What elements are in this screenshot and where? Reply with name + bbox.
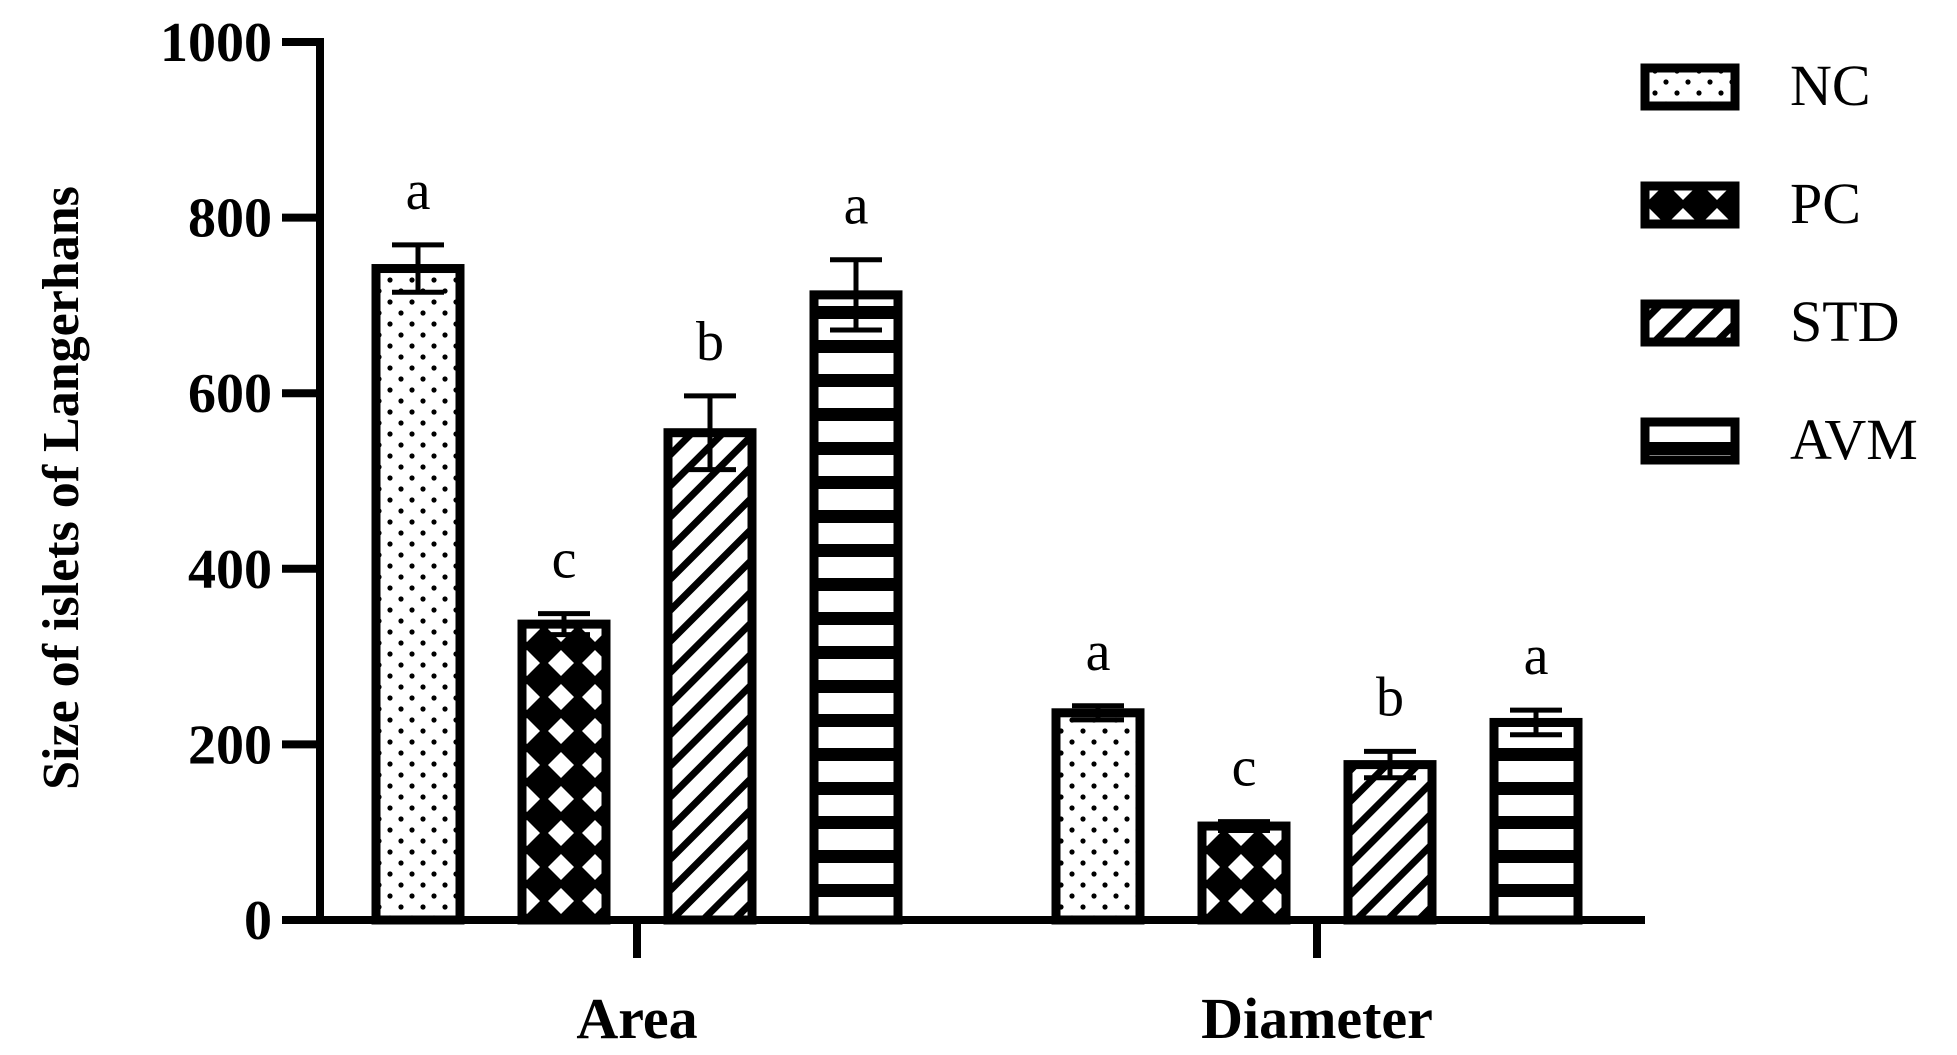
y-axis: 0 200 400 600 800 1000 bbox=[160, 12, 324, 952]
bar bbox=[1489, 717, 1583, 925]
y-axis-title: Size of islets of Langerhans bbox=[33, 186, 90, 790]
bar bbox=[809, 290, 903, 925]
y-tick-label: 600 bbox=[188, 363, 272, 425]
bar bbox=[371, 264, 465, 925]
bar bbox=[1051, 708, 1145, 925]
significance-letter: a bbox=[1524, 625, 1549, 687]
x-category-label: Diameter bbox=[1201, 986, 1433, 1051]
significance-letter: a bbox=[1086, 621, 1111, 683]
x-axis: Area Diameter bbox=[316, 916, 1645, 1051]
legend-swatch bbox=[1640, 63, 1740, 111]
significance-letter: a bbox=[406, 160, 431, 222]
bar bbox=[1343, 760, 1437, 925]
legend-label: AVM bbox=[1790, 407, 1918, 472]
bars-group: a a c c b b a a bbox=[371, 160, 1583, 925]
bar bbox=[1197, 821, 1291, 925]
significance-letter: a bbox=[844, 175, 869, 237]
significance-letter: b bbox=[1376, 666, 1404, 728]
y-tick-label: 1000 bbox=[160, 12, 272, 74]
legend-label: NC bbox=[1790, 53, 1871, 118]
x-category-label: Area bbox=[576, 986, 697, 1051]
significance-letter: c bbox=[552, 529, 577, 591]
significance-letter: b bbox=[696, 311, 724, 373]
bar bbox=[663, 428, 757, 925]
legend-swatch bbox=[1640, 417, 1740, 465]
legend: NC PC STD AVM bbox=[1640, 53, 1918, 472]
y-tick-label: 0 bbox=[244, 890, 272, 952]
legend-swatch bbox=[1640, 299, 1740, 347]
legend-label: STD bbox=[1790, 289, 1900, 354]
y-tick-label: 800 bbox=[188, 188, 272, 250]
legend-label: PC bbox=[1790, 171, 1861, 236]
bar bbox=[517, 619, 611, 925]
significance-letter: c bbox=[1232, 737, 1257, 799]
legend-swatch bbox=[1640, 181, 1740, 229]
y-tick-label: 400 bbox=[188, 539, 272, 601]
y-tick-label: 200 bbox=[188, 714, 272, 776]
